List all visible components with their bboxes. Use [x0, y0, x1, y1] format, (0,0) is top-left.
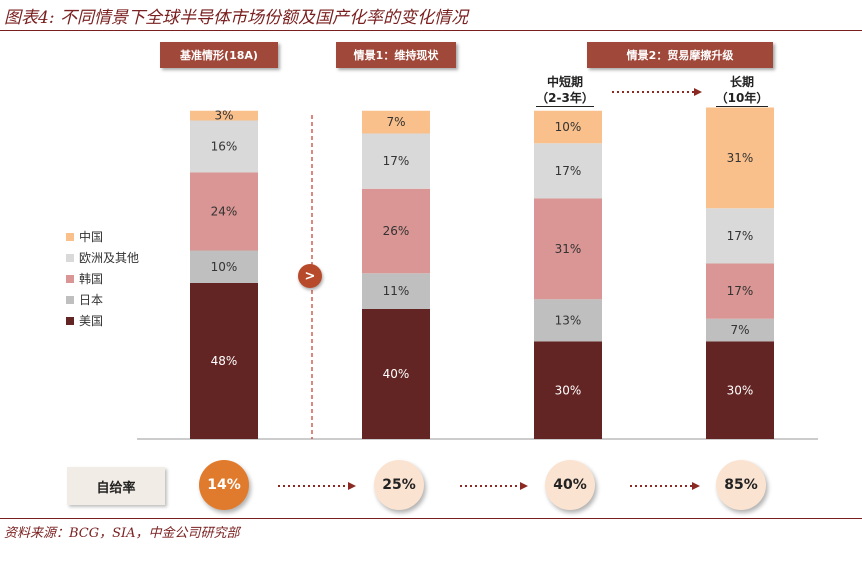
mid-term-label: 中短期 （2-3年） [527, 74, 603, 107]
bar-label-2-4: 10% [555, 120, 582, 134]
bar-label-1-3: 17% [383, 154, 410, 168]
source-divider [0, 518, 862, 519]
bar-segment-0-0 [190, 283, 258, 439]
legend-item-europe-other: 欧洲及其他 [66, 247, 139, 268]
legend-swatch-china [66, 232, 74, 241]
bar-segment-3-2 [706, 263, 774, 319]
mid-term-title: 中短期 [546, 75, 583, 89]
timeline-arrow-head [694, 88, 702, 96]
bar-segment-1-0 [362, 309, 430, 439]
bar-segment-0-2 [190, 172, 258, 251]
bar-label-1-2: 26% [383, 224, 410, 238]
title-divider [0, 30, 862, 31]
scenario-base-label: 基准情形(18A) [160, 42, 278, 68]
legend-label-korea: 韩国 [79, 272, 104, 286]
bar-segment-2-3 [534, 143, 602, 199]
bar-label-3-0: 30% [727, 383, 754, 397]
chart-title: 图表4: 不同情景下全球半导体市场份额及国产化率的变化情况 [4, 8, 468, 28]
bar-segment-1-1 [362, 273, 430, 309]
bar-segment-2-2 [534, 198, 602, 300]
circle-arrow-3-head [692, 482, 700, 490]
legend-item-japan: 日本 [66, 289, 139, 310]
legend-item-china: 中国 [66, 226, 139, 247]
chart-legend: 中国 欧洲及其他 韩国 日本 美国 [66, 226, 139, 331]
bar-label-2-3: 17% [555, 164, 582, 178]
bar-label-3-3: 17% [727, 229, 754, 243]
bar-label-1-1: 11% [383, 284, 410, 298]
self-sufficiency-circle-s1: 25% [374, 460, 424, 510]
legend-label-china: 中国 [79, 230, 104, 244]
scenario-compare-marker: > [298, 264, 322, 288]
bar-label-0-3: 16% [211, 140, 238, 154]
bar-segment-3-3 [706, 208, 774, 264]
circle-arrow-2-head [520, 482, 528, 490]
bar-segment-0-4 [190, 110, 258, 121]
bar-label-3-1: 7% [730, 323, 749, 337]
circle-arrow-1-head [348, 482, 356, 490]
self-sufficiency-label: 自给率 [67, 467, 165, 505]
bar-segment-2-4 [534, 110, 602, 144]
bar-label-2-2: 31% [555, 242, 582, 256]
bar-segment-1-3 [362, 133, 430, 189]
legend-label-usa: 美国 [79, 314, 104, 328]
bar-segment-2-1 [534, 299, 602, 342]
self-sufficiency-circle-long: 85% [716, 460, 766, 510]
bar-segment-3-0 [706, 341, 774, 439]
bar-label-0-1: 10% [211, 260, 238, 274]
bar-segment-0-3 [190, 120, 258, 173]
bar-segment-1-4 [362, 110, 430, 134]
self-sufficiency-circle-base: 14% [199, 460, 249, 510]
bar-segment-3-4 [706, 107, 774, 209]
bar-label-1-0: 40% [383, 367, 410, 381]
bar-label-2-1: 13% [555, 313, 582, 327]
legend-item-korea: 韩国 [66, 268, 139, 289]
scenario-1-label: 情景1：维持现状 [336, 42, 456, 68]
bar-segment-2-0 [534, 341, 602, 439]
legend-item-usa: 美国 [66, 310, 139, 331]
legend-label-japan: 日本 [79, 293, 104, 307]
bar-label-3-2: 17% [727, 284, 754, 298]
scenario-2-label: 情景2：贸易摩擦升级 [587, 42, 773, 68]
bar-label-0-0: 48% [211, 354, 238, 368]
bar-label-0-2: 24% [211, 205, 238, 219]
bar-segment-3-1 [706, 318, 774, 342]
mid-term-years: （2-3年） [536, 91, 594, 107]
legend-swatch-korea [66, 274, 74, 283]
legend-swatch-usa [66, 316, 74, 325]
bar-label-0-4: 3% [214, 109, 233, 123]
source-note: 资料来源：BCG，SIA，中金公司研究部 [4, 526, 240, 541]
legend-swatch-japan [66, 295, 74, 304]
bar-label-2-0: 30% [555, 383, 582, 397]
legend-label-europe-other: 欧洲及其他 [79, 251, 140, 265]
bar-label-3-4: 31% [727, 151, 754, 165]
long-term-label: 长期 （10年） [704, 74, 780, 107]
bar-label-1-4: 7% [386, 115, 405, 129]
long-term-title: 长期 [729, 75, 754, 89]
bar-segment-1-2 [362, 188, 430, 274]
bar-segment-0-1 [190, 250, 258, 283]
self-sufficiency-circle-mid: 40% [545, 460, 595, 510]
legend-swatch-europe-other [66, 253, 74, 262]
long-term-years: （10年） [715, 91, 769, 107]
